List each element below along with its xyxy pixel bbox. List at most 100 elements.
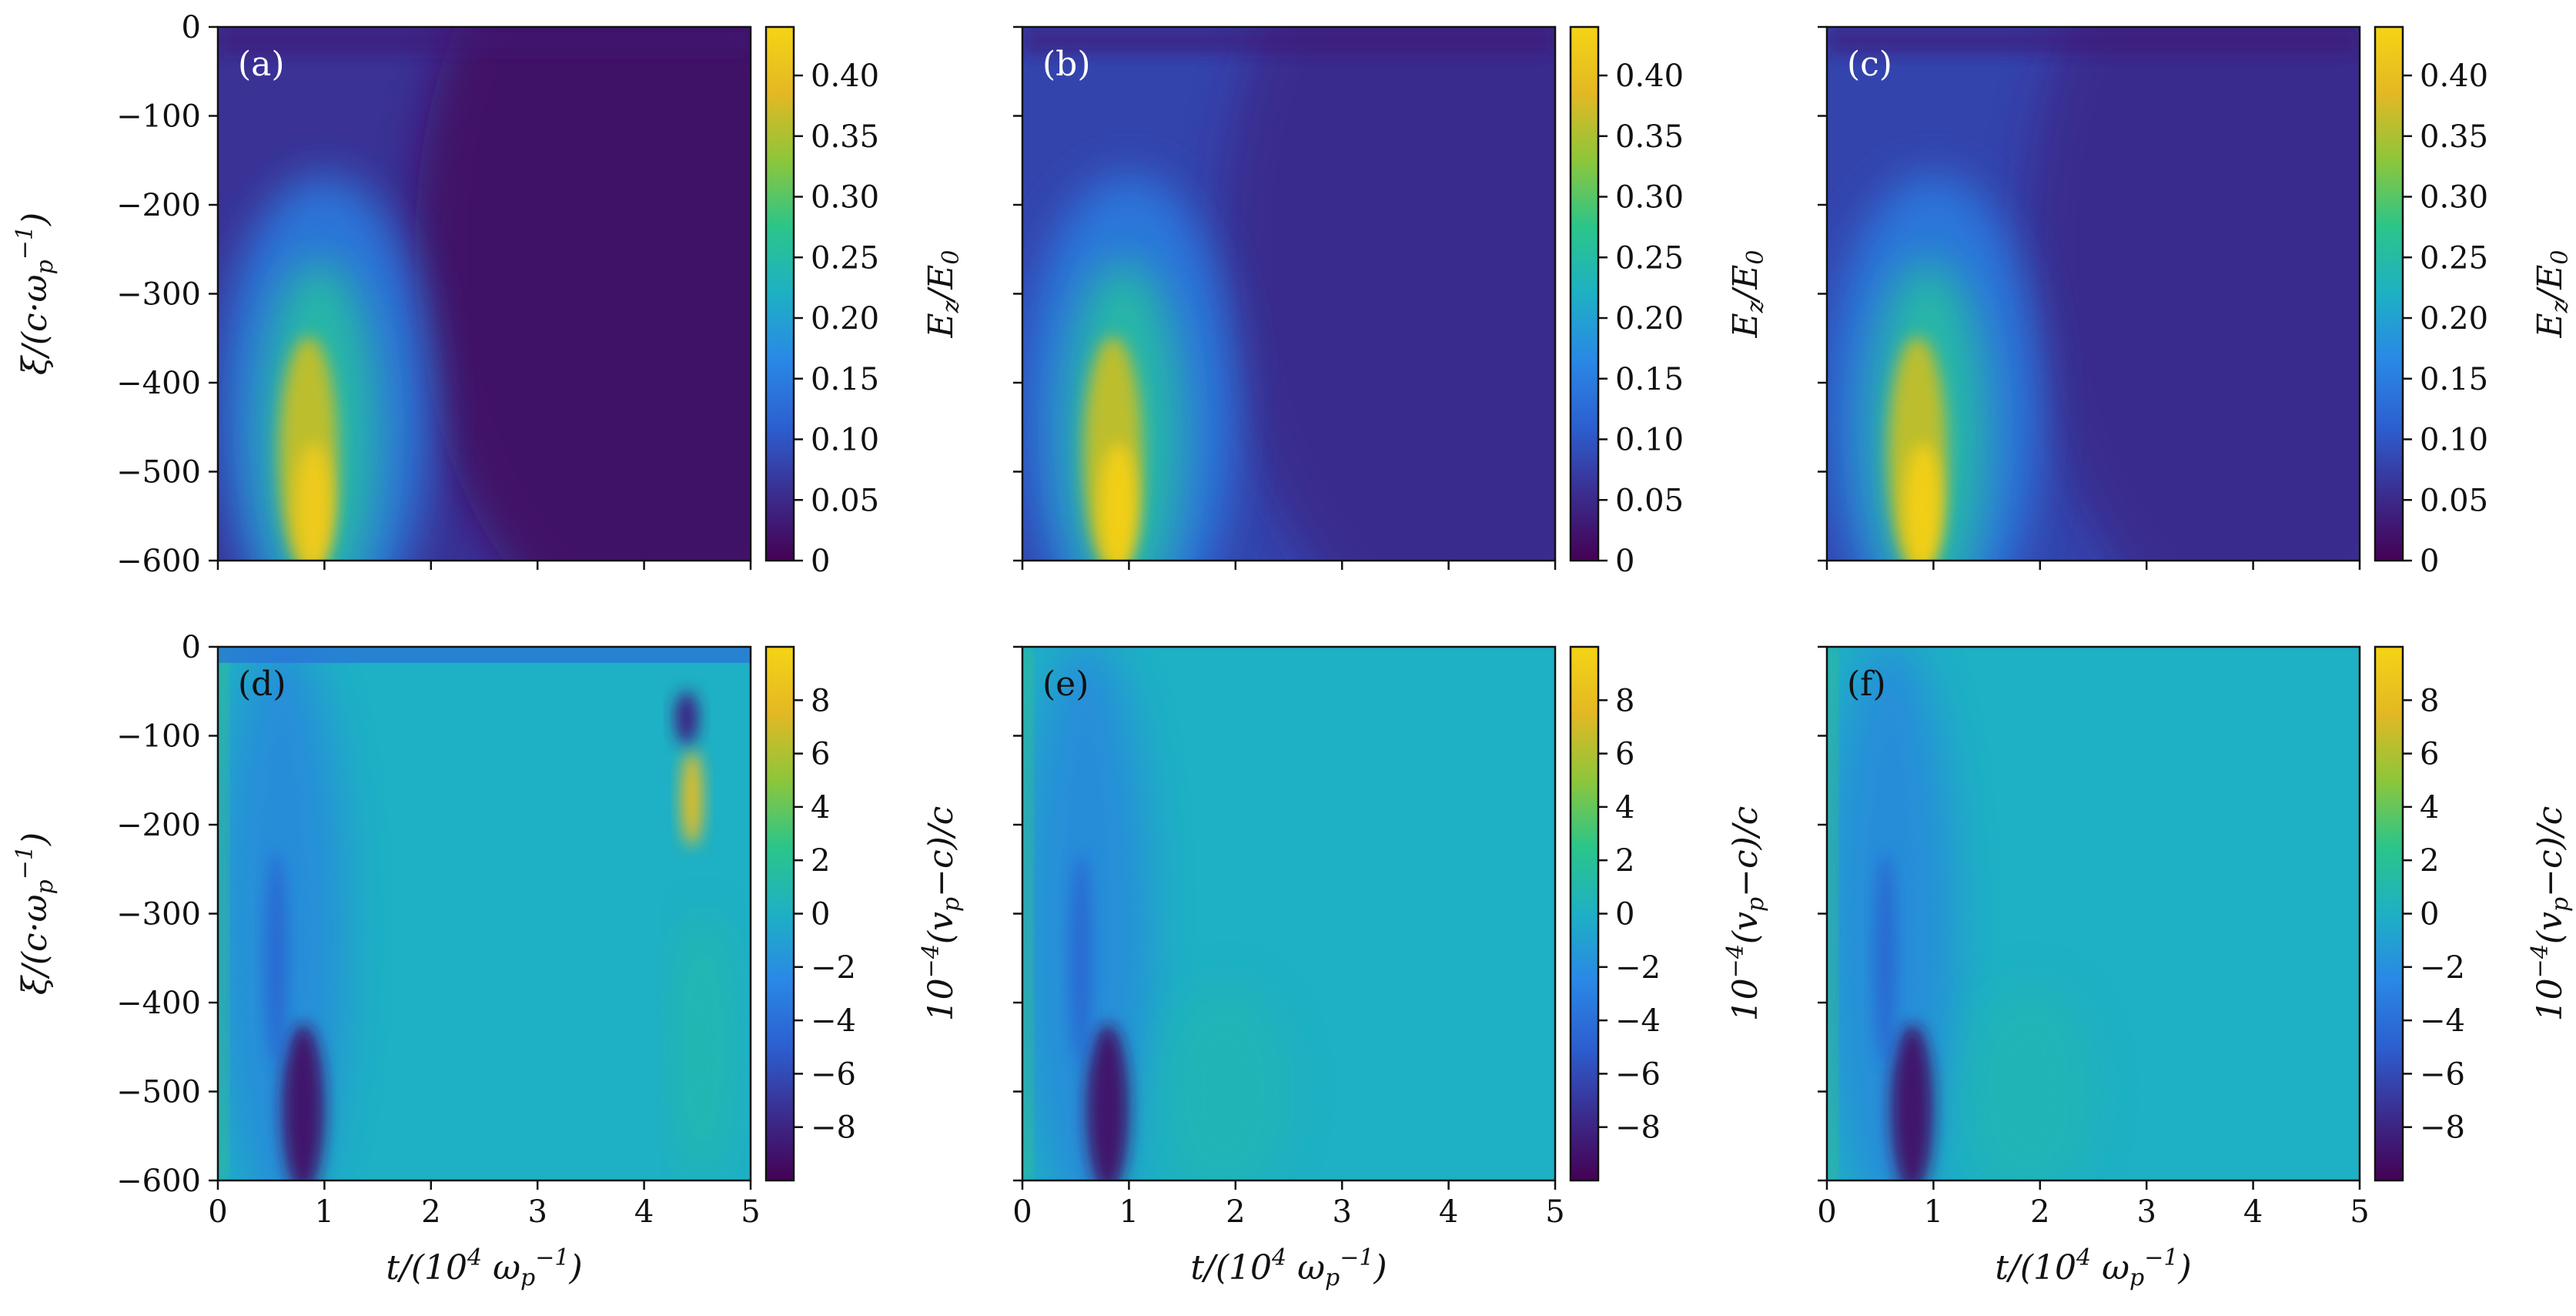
x-tick-label: 0 [1817, 1194, 1836, 1230]
mild-positive-region [1965, 984, 2093, 1180]
colorbar-tick-label: 0.30 [2420, 180, 2488, 216]
panel-label: (d) [238, 665, 286, 704]
y-tick-label: −100 [116, 99, 201, 135]
colorbar-tick-label: −6 [2420, 1056, 2465, 1092]
colorbar-tick-label: 6 [1615, 737, 1634, 772]
colorbar-tick-label: 0.35 [2420, 119, 2488, 155]
x-tick-label: 3 [1332, 1194, 1351, 1230]
colorbar-tick-label: 0.25 [2420, 240, 2488, 276]
low-field-strip [1022, 27, 1555, 54]
x-tick-label: 5 [741, 1194, 760, 1230]
y-tick-label: −600 [116, 1164, 201, 1199]
colorbar-label: 10−4(vp−c)/c [918, 806, 965, 1022]
colorbar-tick-label: −8 [1615, 1110, 1661, 1146]
heatmap-field [1022, 647, 1555, 1180]
x-tick-label: 5 [2350, 1194, 2369, 1230]
early-positive-edge [1022, 647, 1031, 1180]
low-field-region [415, 27, 751, 561]
colorbar-label: Ez/E0 [1726, 250, 1769, 339]
x-tick-label: 4 [2243, 1194, 2263, 1230]
colorbar-label: 10−4(vp−c)/c [1722, 806, 1769, 1022]
panel-d: 0 1 2 3 4 5 0 −100 −200 −300 −400 −500 −600 (d) ξ/(c·ω… [12, 630, 965, 1291]
colorbar [1569, 645, 1600, 1182]
x-tick-label: 0 [1012, 1194, 1032, 1230]
colorbar-tick-label: 2 [2420, 843, 2439, 879]
y-tick-label: −200 [116, 808, 201, 843]
velocity-trough [282, 1023, 325, 1180]
colorbar-label: Ez/E0 [2531, 250, 2574, 339]
trough-arm [266, 851, 287, 1065]
colorbar-tick-label: 0.25 [811, 240, 879, 276]
colorbar-tick-label: 0 [811, 897, 830, 933]
colorbar [1569, 25, 1600, 562]
y-tick-label: −400 [116, 986, 201, 1021]
panel-c: (c) 0 0.05 0.10 0.15 0.20 0.25 0.30 0.35 0.40 Ez/E… [1818, 25, 2574, 579]
colorbar-tick-label: 0.35 [811, 119, 879, 155]
x-axis-label: t/(104 ωp−1) [386, 1244, 582, 1291]
colorbar-tick-label: 0.10 [1615, 423, 1684, 458]
heatmap-field [1022, 27, 1555, 561]
colorbar-tick-label: 0.15 [811, 362, 879, 397]
panel-f: 0 1 2 3 4 5 (f) t/(104 ωp−1) 8 6 4 2 0 −2 −4 −6 −8 10−4(v… [1817, 645, 2574, 1291]
mild-positive-region [1160, 984, 1289, 1180]
y-axis-label: ξ/(c·ωp−1) [12, 213, 59, 375]
y-axis-label: ξ/(c·ωp−1) [12, 832, 59, 995]
colorbar-tick-label: 0 [1615, 897, 1634, 933]
field-peak [295, 443, 333, 561]
y-tick-label: 0 [182, 630, 201, 665]
low-field-strip [1827, 27, 2360, 54]
x-tick-label: 2 [1226, 1194, 1245, 1230]
x-tick-label: 2 [421, 1194, 440, 1230]
colorbar-tick-label: 8 [2420, 683, 2439, 718]
colorbar-tick-label: 8 [1615, 683, 1634, 718]
colorbar [2374, 25, 2404, 562]
x-tick-label: 4 [1439, 1194, 1458, 1230]
colorbar [764, 645, 795, 1182]
low-field-region [2024, 27, 2360, 561]
field-peak [1904, 443, 1942, 561]
y-tick-label: −300 [116, 897, 201, 933]
colorbar-tick-label: 0.25 [1615, 240, 1684, 276]
colorbar-tick-label: 4 [811, 790, 830, 825]
colorbar-tick-label: −2 [811, 950, 856, 986]
colorbar-tick-label: 0.40 [2420, 59, 2488, 94]
colorbar-tick-label: −8 [2420, 1110, 2465, 1146]
colorbar-tick-label: 0.30 [1615, 180, 1684, 216]
y-tick-label: 0 [182, 10, 201, 45]
colorbar-tick-label: 0.35 [1615, 119, 1684, 155]
low-field-region [1219, 27, 1555, 561]
y-tick-label: −500 [116, 1075, 201, 1110]
panel-b: (b) 0 0.05 0.10 0.15 0.20 0.25 0.30 0.35 0.40 Ez/E… [1013, 25, 1769, 579]
velocity-trough [1891, 1023, 1934, 1180]
colorbar-tick-label: 0.40 [811, 59, 879, 94]
y-tick-label: −100 [116, 719, 201, 755]
heatmap-field [218, 27, 751, 561]
colorbar-tick-label: −6 [1615, 1056, 1661, 1092]
colorbar [2374, 645, 2404, 1182]
colorbar-tick-label: −4 [1615, 1003, 1661, 1039]
heatmap-field [1827, 27, 2360, 561]
colorbar-tick-label: 0.15 [2420, 362, 2488, 397]
colorbar-tick-label: 0.05 [811, 483, 879, 518]
trough-arm [1070, 851, 1092, 1065]
x-tick-label: 1 [315, 1194, 334, 1230]
velocity-trough [1086, 1023, 1129, 1180]
panel-label: (c) [1847, 45, 1892, 84]
y-tick-label: −200 [116, 188, 201, 223]
colorbar-tick-label: 0 [811, 544, 830, 579]
colorbar-tick-label: 0.20 [1615, 301, 1684, 337]
heatmap-field [1827, 647, 2360, 1180]
panel-label: (a) [238, 45, 285, 84]
late-negative-spike [674, 691, 699, 745]
x-axis-label: t/(104 ωp−1) [1190, 1244, 1387, 1291]
colorbar-tick-label: 0.20 [811, 301, 879, 337]
colorbar-tick-label: 0.15 [1615, 362, 1684, 397]
y-tick-label: −300 [116, 277, 201, 313]
panel-label: (b) [1042, 45, 1091, 84]
x-tick-label: 0 [208, 1194, 227, 1230]
colorbar-tick-label: 0.30 [811, 180, 879, 216]
colorbar-tick-label: 0 [2420, 897, 2439, 933]
colorbar-tick-label: −6 [811, 1056, 856, 1092]
colorbar-tick-label: 8 [811, 683, 830, 718]
